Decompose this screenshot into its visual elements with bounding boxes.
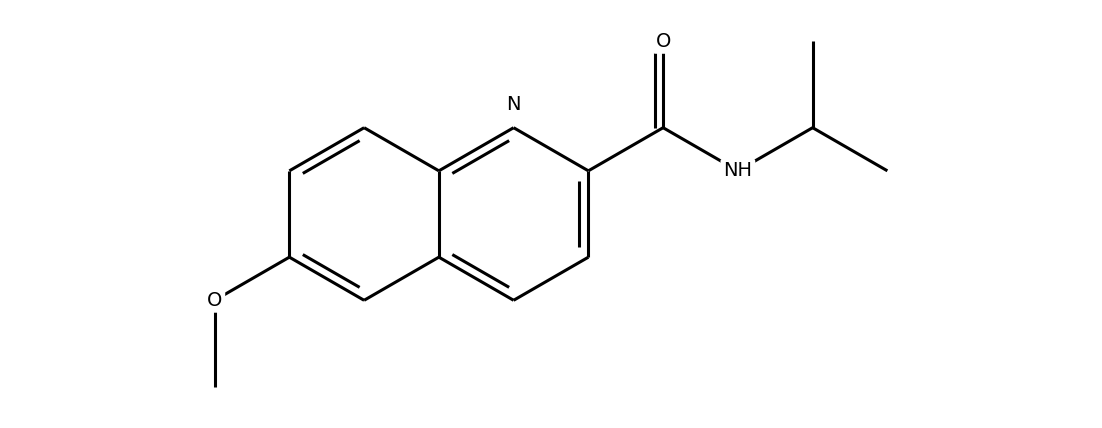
Text: O: O: [656, 32, 671, 51]
Text: O: O: [207, 291, 223, 310]
Text: N: N: [507, 95, 521, 114]
Text: NH: NH: [723, 161, 753, 180]
